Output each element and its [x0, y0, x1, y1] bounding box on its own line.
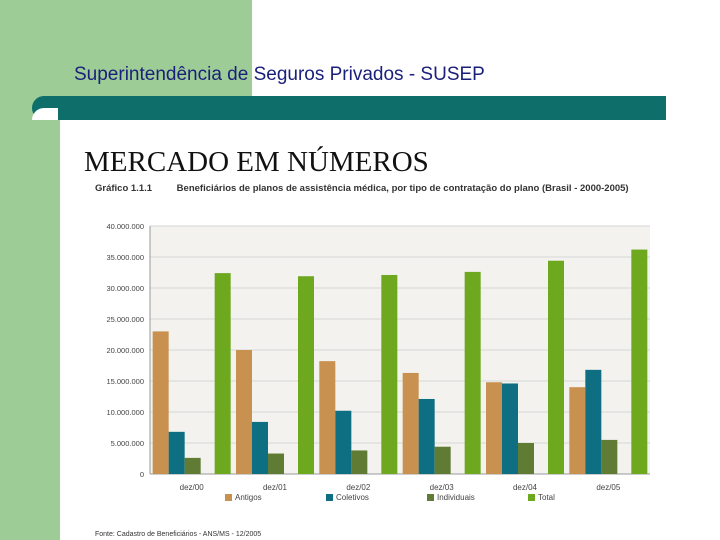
- y-tick-label: 10.000.000: [106, 408, 144, 417]
- bar-individuais: [601, 439, 618, 474]
- decorative-teal-bar: [32, 96, 666, 120]
- bar-total: [548, 260, 564, 474]
- x-tick-label: dez/04: [513, 483, 538, 492]
- bar-individuais: [184, 457, 201, 474]
- y-tick-label: 25.000.000: [106, 315, 144, 324]
- y-tick-label: 40.000.000: [106, 222, 144, 231]
- chart-area: 0 5.000.000 10.000.000 15.000.000 20.000.000…: [88, 208, 664, 518]
- source-note: Fonte: Cadastro de Beneficiários - ANS/M…: [95, 531, 262, 538]
- y-tick-label: 35.000.000: [106, 253, 144, 262]
- decorative-green-strip: [0, 110, 60, 540]
- bar-coletivos: [585, 369, 602, 474]
- legend-swatch: [427, 494, 434, 501]
- x-tick-label: dez/02: [346, 483, 371, 492]
- y-tick-label: 20.000.000: [106, 346, 144, 355]
- chart-caption-text: Beneficiários de planos de assistência m…: [176, 183, 629, 194]
- bar-antigos: [319, 361, 336, 474]
- bar-individuais: [268, 453, 284, 474]
- bar-antigos: [569, 387, 586, 474]
- legend-swatch: [528, 494, 535, 501]
- bar-total: [214, 273, 231, 474]
- bar-coletivos: [502, 383, 518, 474]
- x-tick-label: dez/01: [263, 483, 288, 492]
- bar-coletivos: [252, 421, 268, 474]
- legend-label: Individuais: [437, 493, 475, 502]
- bar-total: [298, 276, 314, 474]
- x-tick-label: dez/05: [596, 483, 621, 492]
- bar-chart: 0 5.000.000 10.000.000 15.000.000 20.000.000…: [106, 222, 650, 502]
- y-tick-label: 0: [140, 470, 144, 479]
- y-tick-label: 15.000.000: [106, 377, 144, 386]
- decorative-green-block: [0, 0, 252, 110]
- chart-caption-number: Gráfico 1.1.1: [95, 183, 153, 194]
- bar-coletivos: [168, 431, 185, 474]
- bar-individuais: [518, 443, 534, 474]
- bar-total: [631, 249, 648, 474]
- x-tick-label: dez/00: [180, 483, 205, 492]
- slide-title: MERCADO EM NÚMEROS: [84, 146, 429, 178]
- decorative-teal-notch: [32, 108, 58, 120]
- bar-antigos: [486, 382, 502, 474]
- legend-swatch: [225, 494, 232, 501]
- bar-total: [381, 274, 398, 474]
- y-tick-label: 30.000.000: [106, 284, 144, 293]
- bar-individuais: [434, 446, 451, 474]
- bar-individuais: [351, 450, 368, 474]
- bar-coletivos: [418, 398, 435, 474]
- y-tick-label: 5.000.000: [111, 439, 144, 448]
- x-tick-label: dez/03: [430, 483, 455, 492]
- header-title: Superintendência de Seguros Privados - S…: [74, 64, 485, 85]
- bar-antigos: [236, 350, 252, 474]
- bar-antigos: [152, 331, 169, 474]
- bar-total: [464, 271, 481, 474]
- legend-label: Antigos: [235, 493, 262, 502]
- legend-label: Total: [538, 493, 555, 502]
- chart-caption: Gráfico 1.1.1 Beneficiários de planos de…: [95, 183, 629, 194]
- bar-coletivos: [335, 410, 352, 474]
- legend-label: Coletivos: [336, 493, 369, 502]
- bar-antigos: [402, 372, 419, 474]
- legend-swatch: [326, 494, 333, 501]
